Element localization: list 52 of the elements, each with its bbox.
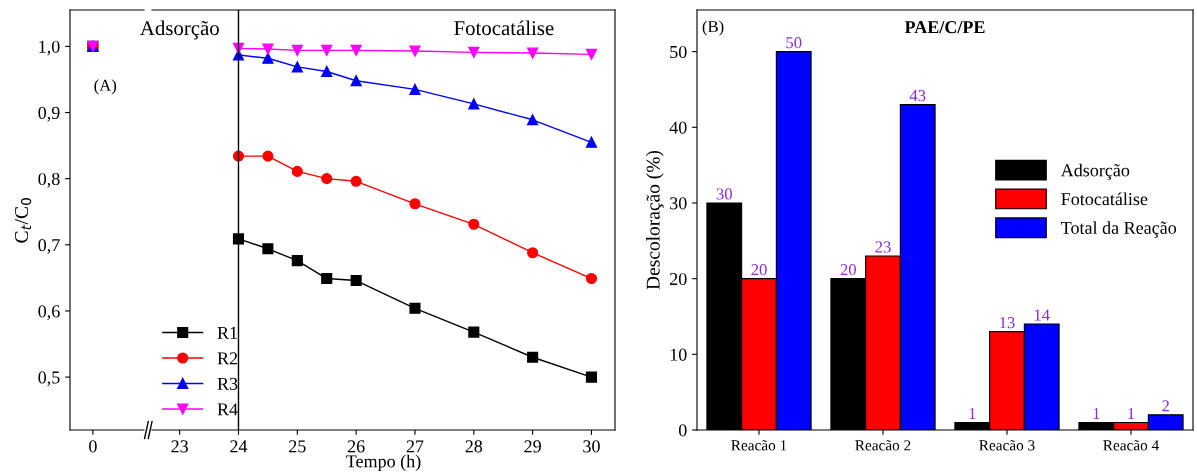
y-tick-label: 0,6	[38, 305, 60, 320]
legend-label: R2	[217, 352, 238, 365]
x-tick-label: 25	[289, 440, 306, 453]
x-tick-label: Reacão 4	[1103, 440, 1159, 451]
y-tick-label: 40	[669, 121, 687, 134]
y-tick-label: 20	[670, 272, 687, 286]
data-label: 50	[786, 36, 802, 49]
y-tick-label: 0,7	[38, 239, 60, 254]
x-tick-label: 23	[171, 440, 188, 453]
y-axis-title: Descoloração (%)	[646, 150, 664, 290]
x-tick-label: 26	[347, 440, 365, 453]
data-label: 2	[1162, 400, 1169, 412]
legend-label: Total da Reação	[1061, 221, 1177, 238]
legend-label: R4	[217, 403, 238, 416]
y-tick-label: 0,5	[38, 371, 60, 387]
legend-label: Fotocatálise	[1061, 192, 1148, 206]
x-tick-label: 24	[230, 440, 248, 453]
y-tick-label: 10	[670, 348, 687, 361]
annotation: (A)	[94, 79, 117, 95]
y-tick-label: 0,8	[38, 172, 60, 188]
x-tick-label: Reacão 2	[855, 440, 911, 451]
data-label: 20	[751, 264, 767, 276]
y-tick-label: 50	[670, 45, 687, 59]
legend-label: Adsorção	[1060, 163, 1130, 181]
data-label: 20	[840, 264, 856, 276]
x-tick-label: Reacão 3	[979, 440, 1035, 451]
data-label: 13	[1000, 317, 1015, 329]
y-tick-label: 0,9	[38, 106, 60, 122]
y-tick-label: 30	[670, 197, 687, 210]
y-tick-label: 1,0	[39, 40, 60, 56]
data-label: 1	[969, 407, 976, 419]
annotation: (B)	[702, 20, 724, 36]
data-label: 1	[1128, 407, 1135, 419]
legend-label: R3	[217, 377, 238, 390]
data-label: 23	[875, 241, 891, 253]
y-tick-label: 0	[678, 424, 687, 437]
data-label: 1	[1093, 407, 1100, 419]
data-label: 14	[1034, 309, 1050, 321]
x-tick-label: 29	[524, 440, 541, 453]
x-axis-title: Tempo (h)	[346, 454, 421, 472]
x-tick-label: 28	[465, 440, 483, 453]
y-axis-title: C$_{t}$/C$_{0}$	[14, 198, 32, 243]
x-tick-label: 0	[89, 440, 97, 453]
x-tick-label: 27	[406, 440, 424, 453]
annotation: Adsorção	[140, 20, 219, 40]
data-label: 43	[909, 90, 926, 102]
x-tick-label: Reacão 1	[731, 440, 787, 451]
chart-title: PAE/C/PE	[904, 21, 985, 34]
x-tick-label: 30	[583, 440, 600, 453]
annotation: Fotocatálise	[454, 20, 554, 36]
legend-label: R1	[217, 326, 237, 339]
data-label: 30	[716, 188, 732, 200]
